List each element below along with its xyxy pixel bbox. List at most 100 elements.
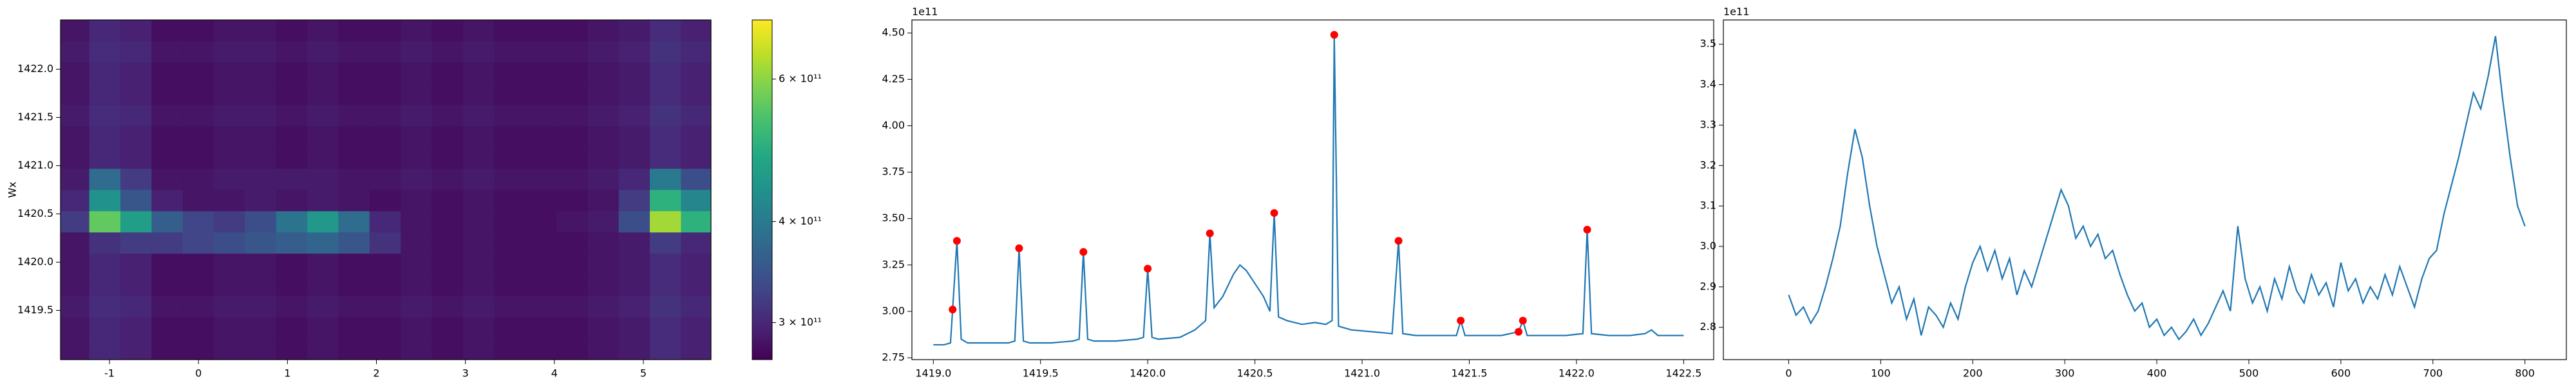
- heatmap-cell: [61, 295, 90, 318]
- axes-frame: [60, 19, 712, 360]
- colorbar-strip: [752, 42, 772, 46]
- heatmap-cell: [338, 168, 370, 190]
- x-tick-label: 100: [1871, 367, 1891, 380]
- heatmap-cell: [587, 253, 620, 275]
- colorbar-strip: [752, 130, 772, 134]
- x-tick-label: -1: [104, 367, 115, 380]
- heatmap-cell: [151, 62, 184, 84]
- x-tick-label: 2: [373, 367, 379, 380]
- peak-marker: [1519, 317, 1527, 325]
- heatmap-cell: [276, 232, 308, 254]
- heatmap-cell: [338, 83, 370, 106]
- heatmap-cell: [462, 338, 495, 360]
- heatmap-cell: [245, 104, 277, 127]
- colorbar-strip: [752, 167, 772, 170]
- heatmap-cell: [462, 317, 495, 339]
- heatmap-cell: [307, 210, 339, 233]
- y-tick-label: 3.4: [1700, 78, 1716, 90]
- x-tick-label: 800: [2515, 367, 2535, 380]
- heatmap-cell: [120, 168, 152, 190]
- y-tick-label: 4.50: [882, 26, 905, 39]
- colorbar-strip: [752, 176, 772, 179]
- heatmap-cell: [369, 338, 401, 360]
- heatmap-cell: [462, 147, 495, 169]
- colorbar-strip: [752, 172, 772, 176]
- heatmap-cell: [494, 317, 526, 339]
- peak-marker: [1144, 264, 1152, 273]
- colorbar-strip: [752, 331, 772, 335]
- heatmap-cell: [525, 317, 557, 339]
- x-tick-label: 600: [2331, 367, 2351, 380]
- heatmap-cell: [494, 147, 526, 169]
- heatmap-cell: [61, 147, 90, 169]
- heatmap-cell: [307, 253, 339, 275]
- heatmap-cell: [650, 253, 682, 275]
- heatmap-cell: [494, 104, 526, 127]
- heatmap-cell: [245, 62, 277, 84]
- heatmap-cell: [120, 104, 152, 127]
- heatmap-cell: [151, 295, 184, 318]
- heatmap-cell: [401, 295, 433, 318]
- heatmap-cell: [401, 253, 433, 275]
- colorbar-strip: [752, 215, 772, 219]
- heatmap-cell: [338, 147, 370, 169]
- heatmap-cell: [61, 338, 90, 360]
- heatmap-cell: [89, 317, 121, 339]
- heatmap-cell: [401, 317, 433, 339]
- heatmap-cells: [61, 20, 711, 360]
- colorbar-strip: [752, 345, 772, 349]
- heatmap-cell: [307, 125, 339, 148]
- colorbar-strip: [752, 164, 772, 168]
- colorbar-strip: [752, 187, 772, 190]
- heatmap-cell: [556, 168, 588, 190]
- colorbar-strip: [752, 20, 772, 23]
- colorbar-strip: [752, 207, 772, 210]
- heatmap-cell: [618, 41, 650, 63]
- heatmap-cell: [556, 83, 588, 106]
- heatmap-cell: [431, 41, 464, 63]
- heatmap-cell: [681, 168, 711, 190]
- heatmap-cell: [650, 189, 682, 212]
- heatmap-cell: [276, 253, 308, 275]
- heatmap-cell: [369, 232, 401, 254]
- heatmap-cell: [89, 295, 121, 318]
- colorbar-strip: [752, 39, 772, 43]
- heatmap-cell: [214, 147, 245, 169]
- heatmap-cell: [494, 168, 526, 190]
- heatmap-cell: [307, 83, 339, 106]
- heatmap-cell: [214, 41, 245, 63]
- colorbar-strip: [752, 147, 772, 151]
- colorbar-strip: [752, 152, 772, 156]
- y-tick-label: 1421.0: [17, 159, 53, 171]
- heatmap-cell: [120, 62, 152, 84]
- heatmap-cell: [307, 317, 339, 339]
- colorbar-strip: [752, 150, 772, 154]
- heatmap-cell: [89, 232, 121, 254]
- heatmap-cell: [431, 168, 464, 190]
- y-tick-label: 3.2: [1700, 159, 1716, 171]
- heatmap-cell: [556, 189, 588, 212]
- heatmap-cell: [307, 232, 339, 254]
- heatmap-cell: [338, 62, 370, 84]
- heatmap-cell: [650, 317, 682, 339]
- heatmap-cell: [151, 253, 184, 275]
- heatmap-cell: [182, 168, 214, 190]
- heatmap-cell: [151, 274, 184, 297]
- heatmap-cell: [276, 295, 308, 318]
- heatmap-cell: [307, 41, 339, 63]
- colorbar-strip: [752, 308, 772, 312]
- colorbar-strip: [752, 246, 772, 250]
- colorbar-strip: [752, 252, 772, 255]
- heatmap-cell: [587, 20, 620, 42]
- colorbar-strip: [752, 336, 772, 340]
- heatmap-cell: [401, 62, 433, 84]
- colorbar-strip: [752, 286, 772, 290]
- heatmap-cell: [650, 338, 682, 360]
- colorbar-strip: [752, 190, 772, 193]
- heatmap-cell: [214, 295, 245, 318]
- heatmap-cell: [681, 62, 711, 84]
- heatmap-cell: [587, 189, 620, 212]
- heatmap-cell: [556, 274, 588, 297]
- colorbar-strip: [752, 133, 772, 136]
- heatmap-cell: [369, 147, 401, 169]
